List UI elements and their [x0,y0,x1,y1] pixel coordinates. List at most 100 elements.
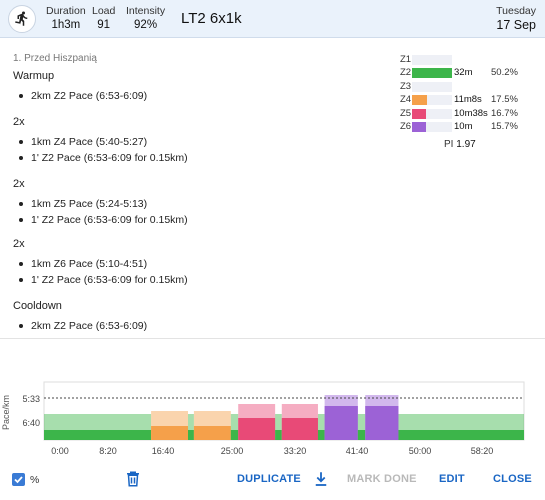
x-tick-label: 33:20 [284,446,307,456]
divider [0,338,545,339]
trash-icon [127,471,139,487]
zone-time: 10m38s [454,107,488,119]
segment-bar-z6 [324,406,358,440]
zone-bar-fill [412,68,452,79]
x-tick-label: 41:40 [346,446,369,456]
zone-time: 10m [454,120,473,132]
intensity-value: 92% [134,19,158,31]
zone-distribution: Z1 Z2 32m 50.2% Z3 Z4 11m8s 17.5% Z5 10m… [400,53,540,150]
zone-bar-track [412,121,452,132]
step-item: 1km Z6 Pace (5:10-4:51) [13,256,188,272]
zone-row-z5: Z5 10m38s 16.7% [400,107,540,120]
segment-range-z2 [275,414,282,440]
workout-day: Tuesday [496,5,536,17]
segment-bar-z4 [151,426,188,440]
segment-bar-z2 [44,430,152,440]
duplicate-button[interactable]: DUPLICATE [237,473,301,485]
y-axis-label: Pace/km [1,395,11,430]
pi-value: 1.97 [456,139,476,150]
step-item: 1' Z2 Pace (6:53-6:09 for 0.15km) [13,150,188,166]
segment-bar-z5 [281,418,318,440]
duration-label: Duration [46,5,86,17]
download-button[interactable] [312,470,330,488]
segment-bar-z2 [317,430,325,440]
segment-range-z2 [317,414,325,440]
zone-row-z2: Z2 32m 50.2% [400,66,540,79]
y-tick-label: 5:33 [22,394,40,404]
close-button[interactable]: CLOSE [493,473,532,485]
workout-date-value: 17 Sep [496,18,536,32]
zone-label: Z6 [400,120,412,132]
section-heading: 2x [13,238,25,250]
segment-bar-z2 [398,430,524,440]
zone-label: Z3 [400,80,412,92]
x-tick-label: 50:00 [409,446,432,456]
download-icon [315,472,327,486]
zone-label: Z2 [400,67,412,79]
segment-bar-z4 [193,426,231,440]
step-item: 1km Z4 Pace (5:40-5:27) [13,134,188,150]
zone-bar-track [412,81,452,92]
section-z6-repeat: 2x 1km Z6 Pace (5:10-4:51) 1' Z2 Pace (6… [13,238,188,288]
runner-icon [8,5,36,33]
zone-label: Z5 [400,107,412,119]
section-heading: 2x [13,178,25,190]
zone-bar-track [412,55,452,65]
section-heading: Cooldown [13,300,62,312]
checkbox-check-icon [14,476,23,484]
x-tick-label: 8:20 [99,446,117,456]
workout-date: Tuesday 17 Sep [496,5,536,33]
mark-done-button[interactable]: MARK DONE [347,473,417,485]
section-heading: Warmup [13,70,55,82]
segment-bar-z2 [230,430,239,440]
section-warmup: Warmup 2km Z2 Pace (6:53-6:09) [13,70,147,104]
load-label: Load [92,5,116,17]
y-tick-label: 6:40 [22,418,40,428]
intensity-label: Intensity [126,5,166,17]
load-value: 91 [97,19,111,31]
percent-checkbox[interactable] [12,473,25,486]
zone-percent: 16.7% [491,107,518,119]
step-item: 2km Z2 Pace (6:53-6:09) [13,88,147,104]
x-ticks-layer: 0:00 8:20 16:40 25:00 33:20 41:40 50:00 58:20 [51,446,493,456]
zone-bar-fill [412,95,428,106]
duration-value: 1h3m [51,19,81,31]
load-stat: Load 91 [92,5,115,33]
step-item: 1' Z2 Pace (6:53-6:09 for 0.15km) [13,212,188,228]
section-z5-repeat: 2x 1km Z5 Pace (5:24-5:13) 1' Z2 Pace (6… [13,178,188,228]
zone-row-z6: Z6 10m 15.7% [400,120,540,133]
segment-bar-z6 [365,406,399,440]
x-tick-label: 25:00 [221,446,244,456]
segment-bar-z2 [357,430,366,440]
segment-range-z2 [230,414,239,440]
zone-bar-track [412,108,452,119]
zone-percent: 15.7% [491,120,518,132]
edit-button[interactable]: EDIT [439,473,465,485]
delete-button[interactable] [124,470,142,488]
duration-stat: Duration 1h3m [46,5,86,33]
zone-percent: 50.2% [491,67,518,79]
workout-title: LT2 6x1k [181,10,242,27]
step-item: 1' Z2 Pace (6:53-6:09 for 0.15km) [13,272,188,288]
x-tick-label: 16:40 [152,446,175,456]
segment-bar-z5 [238,418,276,440]
zone-bar-fill [412,108,427,119]
segment-bar-z2 [188,430,194,440]
zone-label: Z1 [400,54,412,65]
step-item: 2km Z2 Pace (6:53-6:09) [13,318,147,334]
zone-time: 11m8s [454,94,482,106]
zone-time: 32m [454,67,473,79]
x-tick-label: 58:20 [471,446,494,456]
section-heading: 2x [13,116,25,128]
section-z4-repeat: 2x 1km Z4 Pace (5:40-5:27) 1' Z2 Pace (6… [13,116,188,166]
zone-row-z3: Z3 [400,80,540,93]
segment-range-z2 [188,414,194,440]
zone-bar-track [412,95,452,106]
description-title: 1. Przed Hiszpanią [13,53,97,64]
workout-content: 1. Przed Hiszpanią Warmup 2km Z2 Pace (6… [0,38,545,338]
zone-row-z1: Z1 [400,53,540,66]
zone-percent: 17.5% [491,94,518,106]
segments-layer [44,395,524,440]
percent-label: % [30,474,40,486]
pi-label: PI [444,139,454,150]
